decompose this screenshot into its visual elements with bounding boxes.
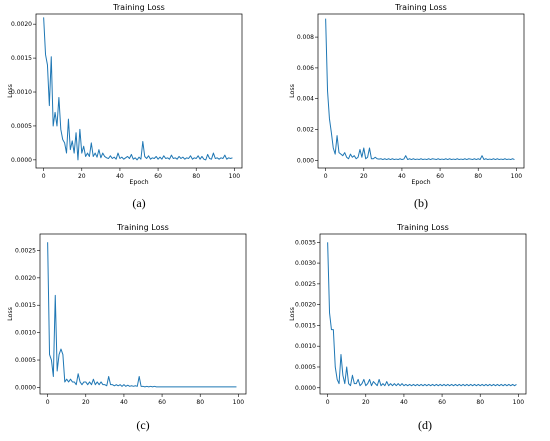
y-tick-label: 0.000 [297,157,314,164]
chart-b: Training Loss Loss Epoch 0 20 40 60 80 100 0.0… [289,3,525,186]
y-tick-label: 0.0005 [11,123,32,130]
x-tick-label: 80 [196,399,204,406]
x-tick-label: 100 [513,399,525,406]
x-axis-label: Epoch [411,179,430,186]
x-tick-label: 0 [46,399,50,406]
y-tick-label: 0.0010 [15,330,36,337]
series-line [327,242,517,387]
x-tick-label: 40 [116,173,124,180]
y-tick-label: 0.0025 [295,281,316,288]
chart-title: Training Loss [394,3,447,12]
chart-title: Training Loss [116,223,169,232]
x-tick-label: 40 [398,173,406,180]
y-tick-label: 0.0020 [295,302,316,309]
x-tick-label: 0 [326,399,330,406]
x-tick-label: 20 [82,399,90,406]
chart-panel-a: Training Loss Loss Epoch 0 20 40 60 80 100 0.0… [0,0,260,210]
chart-d: Training Loss Loss 0 20 40 60 80 100 0.0000 0.0… [289,223,527,406]
x-tick-label: 60 [436,173,444,180]
y-tick-label: 0.002 [297,127,314,134]
y-tick-label: 0.006 [297,65,314,72]
plot-frame [39,233,247,395]
x-tick-label: 0 [42,173,46,180]
y-tick-label: 0.0010 [295,343,316,350]
chart-panel-d: Training Loss Loss 0 20 40 60 80 100 0.0000 0.0… [282,220,546,432]
x-tick-label: 80 [192,173,200,180]
y-tick-label: 0.0035 [295,239,316,246]
plot-frame [319,233,527,395]
series-line [43,17,233,161]
chart-a: Training Loss Loss Epoch 0 20 40 60 80 100 0.0… [7,3,243,186]
chart-panel-b: Training Loss Loss Epoch 0 20 40 60 80 100 0.0… [282,0,542,210]
x-tick-label: 60 [158,399,166,406]
x-tick-label: 100 [511,173,523,180]
y-axis-label: Loss [289,84,296,98]
y-axis-label: Loss [289,307,296,321]
y-tick-label: 0.0015 [295,322,316,329]
x-tick-label: 100 [229,173,241,180]
y-tick-label: 0.0020 [11,21,32,28]
y-axis-label: Loss [7,307,14,321]
chart-title: Training Loss [112,3,165,12]
y-tick-label: 0.004 [297,96,314,103]
series-line [325,18,515,161]
y-tick-label: 0.0020 [15,275,36,282]
chart-panel-c: Training Loss Loss 0 20 40 60 80 100 0.0000 0.0… [0,220,264,432]
y-tick-label: 0.0015 [11,55,32,62]
y-tick-label: 0.0025 [15,247,36,254]
x-tick-label: 80 [474,173,482,180]
x-tick-label: 60 [154,173,162,180]
y-tick-label: 0.0005 [15,357,36,364]
x-tick-label: 100 [233,399,245,406]
y-tick-label: 0.0000 [15,384,36,391]
y-tick-label: 0.0000 [11,157,32,164]
panel-caption: (d) [418,418,432,432]
chart-c: Training Loss Loss 0 20 40 60 80 100 0.0000 0.0… [7,223,247,406]
plot-frame [317,13,525,169]
x-tick-label: 80 [476,399,484,406]
y-tick-label: 0.0030 [295,260,316,267]
y-axis-label: Loss [7,84,14,98]
y-tick-label: 0.008 [297,34,314,41]
y-tick-label: 0.0000 [295,385,316,392]
panel-caption: (a) [132,196,146,210]
x-tick-label: 40 [400,399,408,406]
x-tick-label: 20 [362,399,370,406]
y-tick-label: 0.0010 [11,89,32,96]
x-tick-label: 20 [360,173,368,180]
plot-frame [35,13,243,169]
panel-caption: (c) [136,418,150,432]
x-tick-label: 20 [78,173,86,180]
x-axis-label: Epoch [129,179,148,186]
panel-caption: (b) [414,196,428,210]
chart-title: Training Loss [396,223,449,232]
x-tick-label: 40 [120,399,128,406]
x-tick-label: 60 [438,399,446,406]
y-tick-label: 0.0015 [15,302,36,309]
x-tick-label: 0 [324,173,328,180]
series-line [47,242,237,388]
y-tick-label: 0.0005 [295,364,316,371]
